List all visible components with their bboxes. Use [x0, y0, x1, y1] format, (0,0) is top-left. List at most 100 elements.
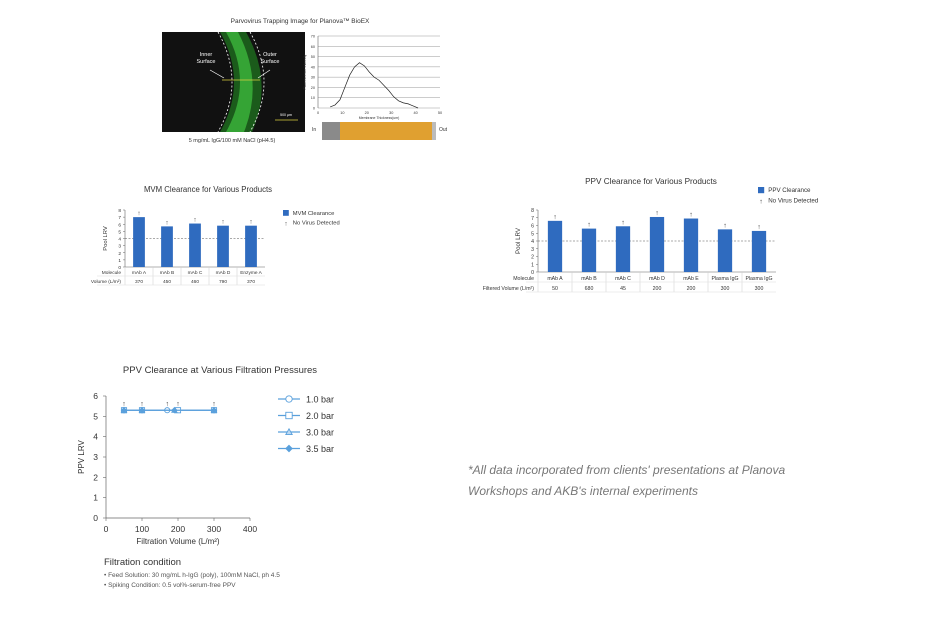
note-line-1: *All data incorporated from clients' pre…: [468, 463, 786, 477]
mvm-volume-label: 450: [163, 279, 171, 285]
ppv-no-virus-arrow: ↑: [689, 212, 692, 219]
ppv-no-virus-arrow: ↑: [757, 224, 760, 231]
ppv-no-virus-arrow: ↑: [655, 210, 658, 217]
mvm-y-tick: 6: [118, 222, 121, 228]
pressure-point: [138, 406, 146, 414]
pressure-legend-marker: [285, 411, 293, 420]
pressure-x-tick: 100: [135, 524, 149, 534]
outer-label-2: Surface: [261, 59, 280, 65]
ppv-legend-series: PPV Clearance: [768, 187, 811, 194]
ppv-legend-no-virus: No Virus Detected: [768, 197, 819, 204]
mvm-bar: [189, 223, 201, 267]
pressure-x-tick: 300: [207, 524, 221, 534]
trapping-caption: 5 mg/mL IgG/100 mM NaCl (pH4.5): [189, 138, 276, 144]
pressure-y-tick: 0: [93, 513, 98, 523]
ppv-category-label: Plasma IgG: [711, 276, 738, 282]
mvm-y-tick: 1: [118, 258, 121, 264]
ppv-no-virus-arrow: ↑: [587, 222, 590, 229]
pressure-legend-label: 2.0 bar: [306, 411, 334, 421]
ppv-category-label: Plasma IgG: [745, 276, 772, 282]
ppv-y-label: Pool LRV: [515, 227, 522, 254]
ppv-y-tick: 4: [531, 239, 534, 245]
ppv-chart: PPV Clearance for Various Products012345…: [483, 177, 819, 293]
filtration-condition: Filtration condition • Feed Solution: 30…: [104, 557, 280, 591]
mvm-volume-label: 370: [135, 279, 143, 285]
ppv-bar: [649, 216, 665, 272]
mvm-y-tick: 0: [118, 265, 121, 271]
ppv-category-label: mAb C: [615, 276, 631, 282]
mvm-no-virus-arrow: ↑: [249, 219, 252, 226]
mvm-chart: MVM Clearance for Various Products012345…: [74, 185, 340, 286]
mvm-category-label: mAb B: [160, 270, 174, 276]
intensity-x-tick: 0: [317, 111, 319, 115]
ppv-bar: [717, 229, 733, 272]
ppv-y-tick: 5: [531, 231, 534, 237]
ppv-category-label: mAb E: [683, 276, 699, 282]
mvm-bar: [245, 225, 257, 267]
mvm-bar: [161, 226, 173, 267]
ppv-volume-label: 200: [653, 286, 662, 292]
ppv-volume-label: 300: [721, 286, 730, 292]
mvm-y-tick: 3: [118, 244, 121, 250]
ppv-category-label: mAb D: [649, 276, 665, 282]
pressure-x-tick: 200: [171, 524, 185, 534]
mvm-legend-no-virus: No Virus Detected: [293, 221, 340, 227]
trapping-panel: Parvovirus Trapping Image for Planova™ B…: [160, 10, 450, 150]
mvm-bar: [217, 225, 229, 267]
pressure-y-tick: 6: [93, 391, 98, 401]
intensity-y-tick: 10: [311, 96, 315, 100]
ppv-volume-label: 45: [620, 286, 626, 292]
pressure-legend-marker: [285, 427, 293, 436]
ppv-bar: [751, 230, 767, 272]
mvm-y-tick: 7: [118, 215, 121, 221]
ppv-volume-label: 680: [585, 286, 594, 292]
pressure-chart: PPV Clearance at Various Filtration Pres…: [77, 365, 334, 546]
pressure-no-virus-arrow: ↑: [165, 401, 169, 408]
ppv-no-virus-arrow: ↑: [553, 214, 556, 221]
inner-label-1: Inner: [200, 52, 213, 58]
mvm-category-label: mAb C: [188, 270, 203, 276]
trapping-svg: Parvovirus Trapping Image for Planova™ B…: [162, 18, 448, 144]
inner-label-2: Surface: [197, 59, 216, 65]
ppv-y-tick: 3: [531, 247, 534, 253]
pressure-x-tick: 400: [243, 524, 257, 534]
pressure-y-tick: 1: [93, 493, 98, 503]
ppv-y-tick: 2: [531, 255, 534, 261]
ppv-chart-panel: PPV Clearance for Various Products 0 1 2 3 4 5…: [470, 172, 850, 307]
intensity-x-tick: 30: [389, 111, 393, 115]
mvm-y-label: Pool LRV: [103, 226, 109, 251]
mvm-row2-label: Filtered Volume (L/m²): [90, 279, 121, 285]
ppv-y-tick: 0: [531, 270, 534, 276]
intensity-y-tick: 20: [311, 86, 315, 90]
ppv-y-tick: 8: [531, 208, 534, 214]
trapping-title: Parvovirus Trapping Image for Planova™ B…: [231, 18, 370, 25]
intensity-y-tick: 50: [311, 55, 315, 59]
mvm-legend-arrow: ↑: [284, 221, 287, 228]
mvm-legend-swatch: [283, 210, 289, 216]
mvm-no-virus-arrow: ↑: [137, 210, 140, 217]
condition-line-2: • Spiking Condition: 0.5 vol%-serum-free…: [104, 582, 236, 589]
ppv-category-label: mAb A: [547, 276, 563, 282]
intensity-chart: 0 10 20 30 40 50 60 70 0 10 20 30 40 50 Membrane Thick…: [303, 35, 442, 121]
data-source-note: *All data incorporated from clients' pre…: [468, 460, 848, 502]
ppv-bar: [581, 228, 597, 272]
mvm-legend-series: MVM Clearance: [293, 211, 335, 217]
condition-line-1: • Feed Solution: 30 mg/mL h-IgG (poly), …: [104, 572, 280, 579]
note-line-2: Workshops and AKB's internal experiments: [468, 484, 698, 498]
mvm-row1-label: Molecule: [102, 270, 122, 276]
ppv-bar: [615, 226, 631, 272]
ppv-title: PPV Clearance for Various Products: [585, 177, 717, 186]
intensity-y-label: Fluorescence Intensity: [303, 54, 307, 89]
pressure-legend-label: 3.5 bar: [306, 444, 334, 454]
ppv-bar: [683, 218, 699, 272]
mvm-volume-label: 370: [247, 279, 255, 285]
pressure-y-tick: 4: [93, 432, 98, 442]
intensity-y-tick: 60: [311, 45, 315, 49]
mvm-title: MVM Clearance for Various Products: [144, 185, 272, 194]
pressure-no-virus-arrow: ↑: [176, 401, 180, 408]
ppv-row2-label: Filtered Volume (L/m²): [483, 286, 535, 292]
mvm-volume-label: 460: [191, 279, 199, 285]
mvm-volume-label: 790: [219, 279, 227, 285]
ppv-no-virus-arrow: ↑: [621, 219, 624, 226]
pressure-y-tick: 5: [93, 411, 98, 421]
